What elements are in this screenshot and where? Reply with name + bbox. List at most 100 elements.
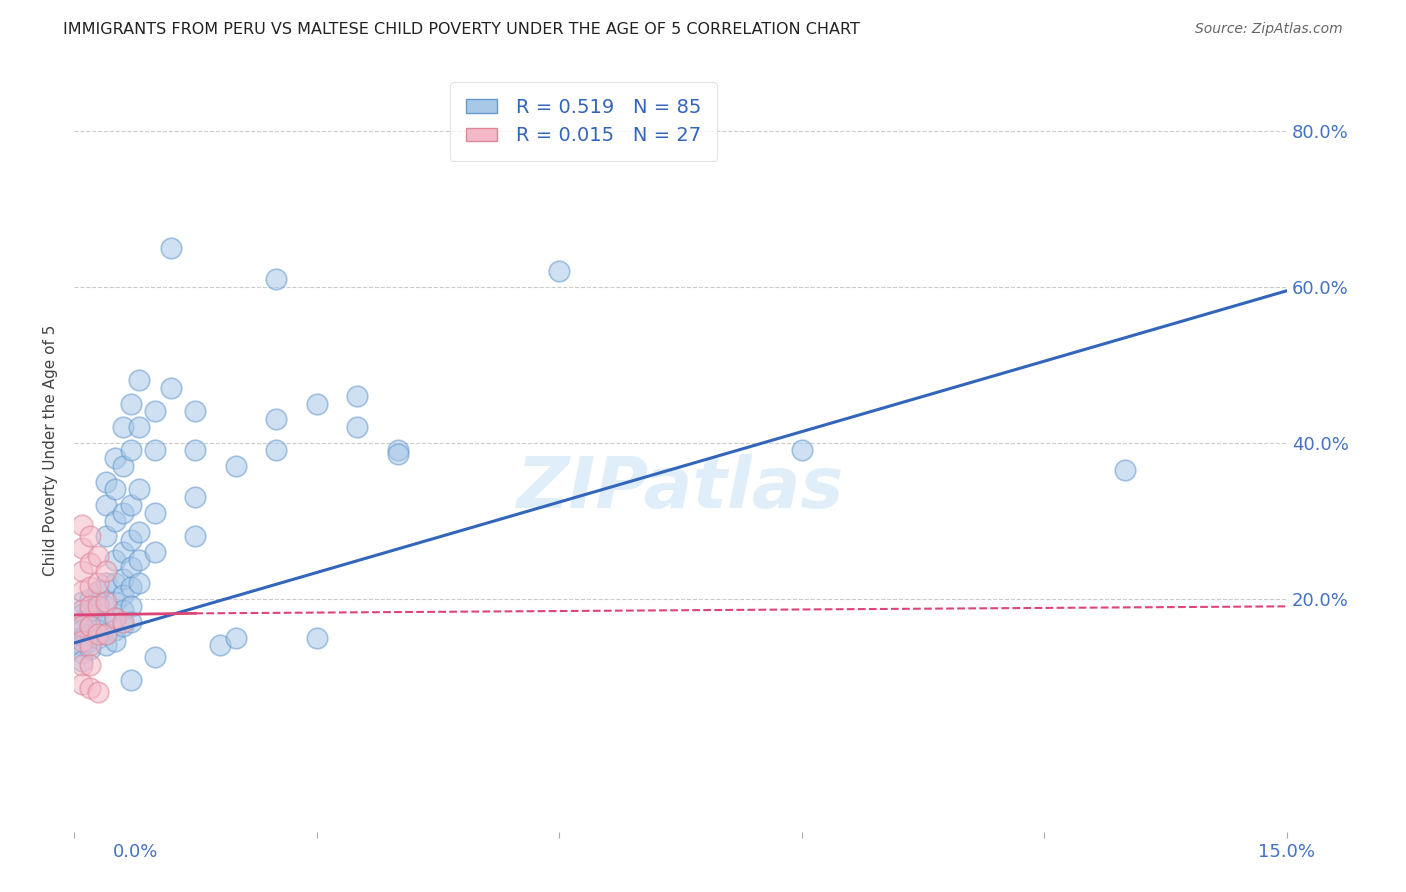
Point [79, 599, 101, 614]
Point [103, 623, 125, 637]
Point [70, 638, 93, 652]
Text: 15.0%: 15.0% [1257, 843, 1315, 861]
Point [225, 458, 247, 473]
Point [96, 498, 118, 512]
Point [79, 603, 101, 617]
Point [70, 619, 93, 633]
Point [120, 673, 142, 688]
Point [1114, 463, 1136, 477]
Point [87, 685, 110, 699]
Point [143, 404, 166, 418]
Point [70, 654, 93, 668]
Point [70, 583, 93, 598]
Point [103, 483, 125, 497]
Point [87, 595, 110, 609]
Point [70, 677, 93, 691]
Point [96, 529, 118, 543]
Point [225, 631, 247, 645]
Point [128, 525, 150, 540]
Point [79, 626, 101, 640]
Point [79, 638, 101, 652]
Point [70, 607, 93, 622]
Point [128, 373, 150, 387]
Point [305, 631, 328, 645]
Point [70, 595, 93, 609]
Point [790, 443, 813, 458]
Point [87, 631, 110, 645]
Point [143, 506, 166, 520]
Y-axis label: Child Poverty Under the Age of 5: Child Poverty Under the Age of 5 [44, 325, 58, 576]
Point [103, 611, 125, 625]
Point [160, 381, 183, 395]
Point [96, 615, 118, 629]
Point [387, 447, 409, 461]
Point [70, 541, 93, 555]
Point [70, 634, 93, 648]
Point [120, 397, 142, 411]
Point [103, 576, 125, 591]
Point [70, 631, 93, 645]
Point [346, 420, 368, 434]
Point [184, 490, 207, 504]
Point [208, 638, 231, 652]
Point [70, 603, 93, 617]
Point [111, 615, 134, 629]
Point [143, 650, 166, 665]
Point [128, 420, 150, 434]
Point [111, 545, 134, 559]
Point [103, 634, 125, 648]
Point [79, 657, 101, 672]
Point [79, 634, 101, 648]
Point [143, 545, 166, 559]
Point [79, 611, 101, 625]
Point [160, 241, 183, 255]
Point [79, 580, 101, 594]
Point [305, 397, 328, 411]
Point [70, 657, 93, 672]
Point [96, 626, 118, 640]
Point [128, 552, 150, 566]
Point [87, 626, 110, 640]
Point [96, 638, 118, 652]
Point [96, 626, 118, 640]
Point [264, 443, 287, 458]
Point [79, 619, 101, 633]
Point [184, 404, 207, 418]
Point [96, 475, 118, 489]
Legend: R = 0.519   N = 85, R = 0.015   N = 27: R = 0.519 N = 85, R = 0.015 N = 27 [450, 82, 717, 161]
Text: IMMIGRANTS FROM PERU VS MALTESE CHILD POVERTY UNDER THE AGE OF 5 CORRELATION CHA: IMMIGRANTS FROM PERU VS MALTESE CHILD PO… [63, 22, 860, 37]
Point [111, 603, 134, 617]
Point [387, 443, 409, 458]
Point [103, 611, 125, 625]
Point [111, 420, 134, 434]
Point [120, 533, 142, 547]
Point [79, 681, 101, 696]
Point [111, 572, 134, 586]
Point [103, 514, 125, 528]
Point [87, 576, 110, 591]
Text: Source: ZipAtlas.com: Source: ZipAtlas.com [1195, 22, 1343, 37]
Point [120, 443, 142, 458]
Point [184, 529, 207, 543]
Point [264, 272, 287, 286]
Point [87, 607, 110, 622]
Point [128, 576, 150, 591]
Point [111, 619, 134, 633]
Point [128, 483, 150, 497]
Point [103, 552, 125, 566]
Point [96, 576, 118, 591]
Point [79, 557, 101, 571]
Point [96, 564, 118, 578]
Point [70, 623, 93, 637]
Point [103, 451, 125, 466]
Point [70, 615, 93, 629]
Point [87, 599, 110, 614]
Point [96, 599, 118, 614]
Point [111, 588, 134, 602]
Point [79, 642, 101, 657]
Point [70, 646, 93, 660]
Point [79, 619, 101, 633]
Point [111, 506, 134, 520]
Point [548, 264, 571, 278]
Point [96, 595, 118, 609]
